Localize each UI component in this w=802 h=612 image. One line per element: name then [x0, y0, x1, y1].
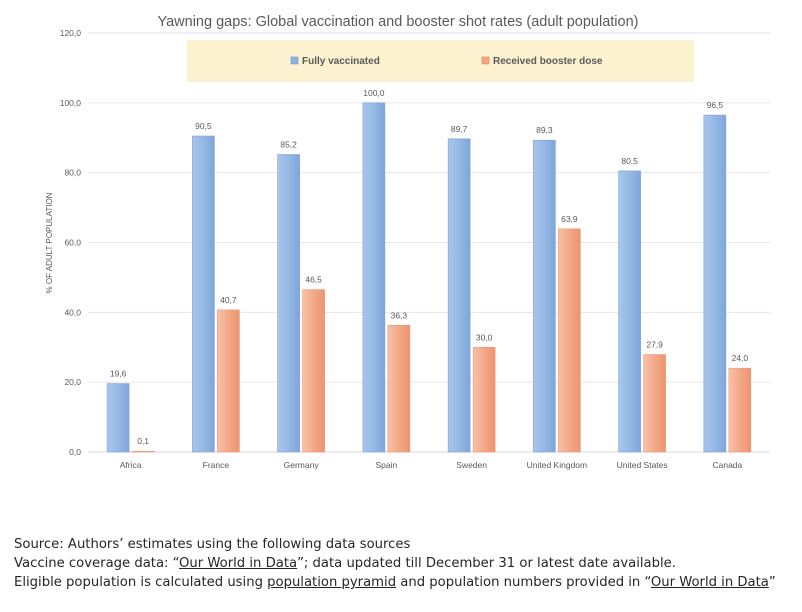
bar-fully-vaccinated-united-kingdom [533, 139, 556, 453]
data-label-received-booster-dose-france: 40,7 [220, 295, 237, 305]
bar-fully-vaccinated-germany [277, 154, 300, 453]
source-line-3: Eligible population is calculated using … [14, 573, 776, 592]
data-label-fully-vaccinated-united-states: 80,5 [621, 156, 638, 166]
x-tick-label-united-states: United States [617, 460, 668, 470]
population-pyramid-link[interactable]: population pyramid [267, 575, 397, 590]
y-tick-label: 20,0 [64, 377, 81, 387]
bar-received-booster-dose-sweden [472, 346, 496, 453]
x-tick-label-united-kingdom: United Kingdom [527, 460, 587, 470]
data-label-received-booster-dose-sweden: 30,0 [476, 332, 493, 342]
bar-fully-vaccinated-sweden [447, 138, 471, 453]
y-tick-label: 40,0 [64, 307, 81, 317]
data-label-fully-vaccinated-canada: 96,5 [707, 100, 724, 110]
our-world-in-data-link-2[interactable]: Our World in Data [650, 575, 769, 590]
x-tick-label-canada: Canada [712, 460, 742, 470]
data-label-fully-vaccinated-germany: 85,2 [280, 140, 297, 150]
source-line-3-suffix: ” [768, 575, 776, 590]
bar-fully-vaccinated-france [192, 135, 215, 453]
source-line-2-suffix: ”; data updated till December 31 or late… [297, 556, 676, 571]
legend-swatch-fully-vaccinated [290, 56, 299, 65]
chart-title: Yawning gaps: Global vaccination and boo… [158, 14, 639, 30]
data-label-received-booster-dose-united-states: 27,9 [646, 340, 663, 350]
chart-canvas: 0,0 20,0 40,0 60,0 80,0 100,0 120,0 Fully vacc… [45, 14, 770, 470]
bar-received-booster-dose-africa [131, 450, 155, 453]
bar-fully-vaccinated-canada [703, 114, 727, 453]
bar-received-booster-dose-germany [302, 289, 325, 453]
legend-label-received-booster-dose: Received booster dose [493, 56, 603, 67]
source-line-3-middle: and population numbers provided in “ [396, 575, 651, 590]
x-tick-label-germany: Germany [284, 460, 320, 470]
source-notes: Source: Authors’ estimates using the fol… [14, 535, 776, 592]
source-line-2-prefix: Vaccine coverage data: “ [14, 556, 180, 571]
bar-received-booster-dose-united-states [643, 354, 666, 453]
source-line-3-prefix: Eligible population is calculated using [14, 575, 268, 590]
y-tick-label: 80,0 [64, 168, 81, 178]
bar-received-booster-dose-france [217, 309, 240, 453]
bar-fully-vaccinated-africa [106, 383, 130, 453]
data-label-fully-vaccinated-france: 90,5 [195, 121, 212, 131]
data-label-fully-vaccinated-sweden: 89,7 [451, 124, 468, 134]
x-tick-label-france: France [203, 460, 230, 470]
bar-fully-vaccinated-united-states [618, 170, 641, 453]
source-line-1: Source: Authors’ estimates using the fol… [14, 537, 411, 552]
y-axis-title: % OF ADULT POPULATION [45, 192, 54, 293]
legend-box [187, 40, 694, 82]
legend-swatch-received-booster-dose [481, 56, 490, 65]
data-label-fully-vaccinated-africa: 19,6 [110, 369, 127, 379]
bar-received-booster-dose-canada [728, 367, 752, 453]
legend-label-fully-vaccinated: Fully vaccinated [302, 56, 380, 67]
x-tick-label-sweden: Sweden [456, 460, 487, 470]
bar-received-booster-dose-spain [387, 324, 411, 453]
x-tick-label-africa: Africa [120, 460, 142, 470]
data-label-fully-vaccinated-united-kingdom: 89,3 [536, 125, 553, 135]
data-label-received-booster-dose-germany: 46,5 [305, 275, 322, 285]
our-world-in-data-link[interactable]: Our World in Data [179, 556, 298, 571]
data-label-received-booster-dose-spain: 36,3 [391, 310, 408, 320]
bar-received-booster-dose-united-kingdom [558, 228, 581, 453]
data-label-received-booster-dose-canada: 24,0 [732, 353, 749, 363]
y-tick-label: 100,0 [60, 98, 82, 108]
source-line-2: Vaccine coverage data: “Our World in Dat… [14, 554, 776, 573]
y-tick-label: 0,0 [69, 447, 81, 457]
y-tick-label: 120,0 [60, 28, 82, 38]
x-tick-label-spain: Spain [376, 460, 398, 470]
bar-fully-vaccinated-spain [362, 102, 386, 453]
data-label-received-booster-dose-united-kingdom: 63,9 [561, 214, 578, 224]
data-label-fully-vaccinated-spain: 100,0 [363, 88, 385, 98]
data-label-received-booster-dose-africa: 0,1 [137, 436, 149, 446]
y-tick-label: 60,0 [64, 238, 81, 248]
